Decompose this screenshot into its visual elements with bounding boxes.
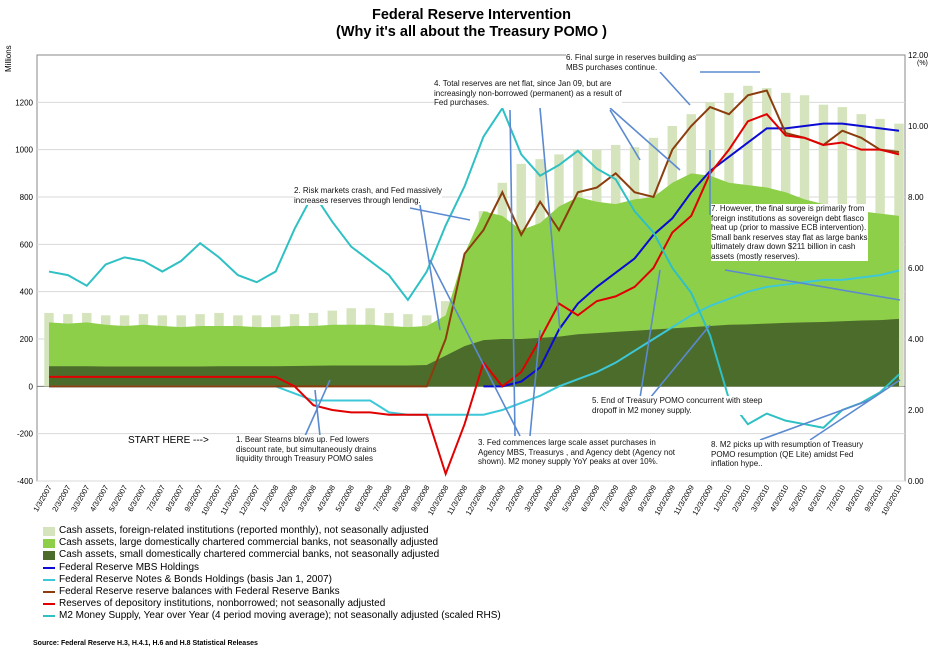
y-right-tick-label: 4.00 [908, 335, 924, 344]
annotation-arrow [609, 107, 681, 171]
annotation-arrow [639, 269, 661, 399]
y-tick-label: 200 [20, 335, 34, 344]
y-right-tick-label: 2.00 [908, 406, 924, 415]
legend-label: Cash assets, foreign-related institution… [59, 525, 429, 536]
annotation-8: 8. M2 picks up with resumption of Treasu… [711, 440, 864, 469]
legend-item: Federal Reserve Notes & Bonds Holdings (… [43, 574, 501, 586]
legend-swatch [43, 538, 55, 548]
y-tick-label: 0 [29, 382, 34, 391]
annotation-arrow [539, 107, 561, 331]
annotation-arrow [429, 259, 521, 437]
annotation-arrow [724, 269, 901, 301]
annotation-3: 3. Fed commences large scale asset purch… [478, 438, 675, 467]
y-right-tick-label: 6.00 [908, 264, 924, 273]
line-series [49, 112, 900, 477]
annotation-1: 1. Bear Stearns blows up. Fed lowers dis… [236, 435, 377, 464]
annotation-5: 5. End of Treasury POMO concurrent with … [592, 396, 763, 415]
chart-subtitle: (Why it's all about the Treasury POMO ) [336, 24, 607, 40]
y-tick-label: 600 [20, 240, 34, 249]
legend-label: Federal Reserve MBS Holdings [59, 561, 200, 573]
legend-item: M2 Money Supply, Year over Year (4 perio… [43, 610, 501, 622]
legend-swatch [43, 526, 55, 536]
source-note: Source: Federal Reserve H.3, H.4.1, H.6 … [33, 640, 258, 647]
annotation-arrow [649, 324, 711, 399]
y-right-tick-label: 12.00 [908, 51, 929, 60]
legend-swatch [43, 566, 55, 569]
y-tick-label: 1000 [15, 146, 33, 155]
line-series [49, 89, 900, 388]
area-small-bank-cash [49, 318, 899, 387]
legend-item: Cash assets, small domestically chartere… [43, 549, 501, 561]
y-right-tick-label: 8.00 [908, 193, 924, 202]
legend-label: M2 Money Supply, Year over Year (4 perio… [59, 610, 501, 622]
start-here-label: START HERE ---> [128, 435, 209, 446]
y-tick-label: 1200 [15, 98, 33, 107]
annotation-arrow [419, 204, 441, 331]
y-tick-label: -400 [17, 477, 34, 486]
annotation-arrow [659, 71, 691, 106]
annotation-4: 4. Total reserves are net flat, since Ja… [434, 79, 622, 108]
annotation-arrow [809, 379, 901, 441]
legend-item: Federal Reserve reserve balances with Fe… [43, 586, 501, 598]
line-series [48, 106, 900, 429]
legend: Cash assets, foreign-related institution… [43, 525, 501, 623]
legend-label: Federal Reserve Notes & Bonds Holdings (… [59, 573, 332, 585]
chart-title: Federal Reserve Intervention [371, 7, 572, 23]
y-tick-label: 400 [20, 288, 34, 297]
legend-item: Cash assets, large domestically chartere… [43, 537, 501, 549]
annotation-arrow [759, 399, 871, 441]
legend-swatch [43, 550, 55, 560]
legend-label: Reserves of depository institutions, non… [59, 598, 386, 610]
y-tick-label: 800 [20, 193, 34, 202]
annotation-arrow [529, 329, 541, 437]
legend-item: Cash assets, foreign-related institution… [43, 525, 501, 537]
legend-label: Federal Reserve reserve balances with Fe… [59, 585, 340, 597]
y-right-tick-label: 0.00 [908, 477, 924, 486]
annotation-2: 2. Risk markets crash, and Fed massively… [294, 186, 443, 205]
legend-item: Reserves of depository institutions, non… [43, 598, 501, 610]
legend-swatch [43, 591, 55, 594]
y-right-tick-label: 10.00 [908, 122, 929, 131]
annotation-arrow [314, 389, 321, 437]
y-axis-label: Millions [4, 45, 13, 72]
annotation-arrow [304, 379, 331, 437]
y-tick-label: -200 [17, 430, 34, 439]
annotation-arrow [609, 109, 641, 161]
legend-label: Cash assets, large domestically chartere… [59, 537, 439, 549]
y-axis-label-right: (%) [917, 60, 928, 67]
line-series [483, 122, 900, 388]
annotation-7: 7. However, the final surge is primarily… [711, 204, 868, 261]
legend-label: Cash assets, small domestically chartere… [59, 549, 440, 561]
legend-item: Federal Reserve MBS Holdings [43, 562, 501, 574]
legend-swatch [43, 603, 55, 606]
annotation-arrow [509, 109, 516, 437]
annotation-6: 6. Final surge in reserves building as M… [566, 53, 697, 72]
legend-swatch [43, 615, 55, 618]
legend-swatch [43, 578, 55, 581]
